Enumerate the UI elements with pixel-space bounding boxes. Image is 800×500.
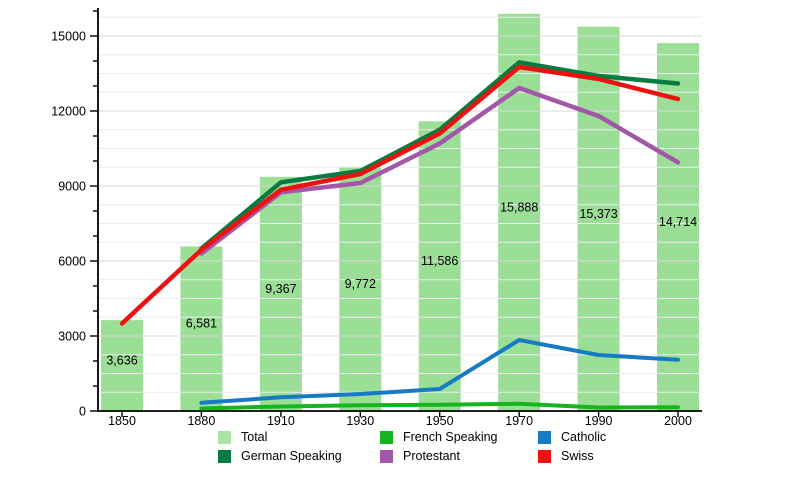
legend-item-swiss: Swiss bbox=[538, 449, 594, 463]
total-bar-1990 bbox=[577, 26, 620, 411]
line-french-speaking bbox=[199, 401, 680, 411]
total-bar-1930 bbox=[339, 166, 382, 411]
protestant-swatch-icon bbox=[380, 449, 393, 463]
french-speaking-swatch-icon bbox=[380, 430, 393, 444]
legend-label-swiss: Swiss bbox=[561, 449, 594, 463]
total-bar-1950 bbox=[418, 121, 461, 412]
total-bar-1880 bbox=[180, 246, 223, 411]
y-axis-tick-label: 9000 bbox=[58, 180, 86, 194]
x-axis-tick-label: 1850 bbox=[108, 414, 136, 428]
bar-value-label: 11,586 bbox=[421, 254, 458, 268]
line-catholic bbox=[199, 338, 680, 405]
y-axis-tick-label: 3000 bbox=[58, 330, 86, 344]
legend-item-german-speaking: German Speaking bbox=[218, 449, 342, 463]
legend-item-total: Total bbox=[218, 430, 267, 444]
bar-value-label: 15,373 bbox=[579, 207, 617, 221]
bar-value-label: 9,772 bbox=[345, 277, 376, 291]
legend-label-catholic: Catholic bbox=[561, 430, 607, 444]
legend-label-protestant: Protestant bbox=[403, 449, 460, 463]
bar-value-label: 9,367 bbox=[265, 282, 296, 296]
bar-value-labels-group: 3,636 6,581 9,367 9,772 11,586 15,888 15,373 14… bbox=[106, 200, 697, 367]
legend-item-protestant: Protestant bbox=[380, 449, 460, 463]
axes-group: 0 3000 6000 9000 12000 15000 1850 1880 1910 1930 1… bbox=[51, 8, 702, 428]
x-axis-tick-label: 1970 bbox=[505, 414, 533, 428]
x-axis-tick-label: 1950 bbox=[426, 414, 454, 428]
legend-item-catholic: Catholic bbox=[538, 430, 606, 444]
x-axis-tick-label: 2000 bbox=[664, 414, 692, 428]
bar-value-label: 14,714 bbox=[659, 215, 697, 229]
total-swatch-icon bbox=[218, 430, 231, 444]
total-bars-group bbox=[101, 13, 699, 412]
y-axis-tick-label: 0 bbox=[79, 405, 86, 419]
y-axis-tick-label: 12000 bbox=[51, 105, 86, 119]
total-bar-1910 bbox=[259, 176, 302, 411]
total-bar-1850 bbox=[101, 320, 143, 411]
y-axis-tick-label: 6000 bbox=[58, 255, 86, 269]
swiss-swatch-icon bbox=[538, 449, 551, 463]
bar-value-label: 15,888 bbox=[500, 200, 538, 214]
x-axis-tick-label: 1990 bbox=[585, 414, 613, 428]
total-bar-2000 bbox=[657, 43, 699, 411]
bar-value-label: 6,581 bbox=[186, 317, 217, 331]
line-swiss bbox=[119, 64, 681, 326]
x-axis-tick-label: 1910 bbox=[267, 414, 295, 428]
legend-label-total: Total bbox=[241, 430, 268, 444]
legend-label-german-speaking: German Speaking bbox=[241, 449, 342, 463]
legend-label-french-speaking: French Speaking bbox=[403, 430, 498, 444]
data-lines-group bbox=[119, 60, 681, 411]
x-axis-tick-label: 1930 bbox=[346, 414, 374, 428]
line-german-speaking bbox=[199, 60, 681, 251]
legend-item-french-speaking: French Speaking bbox=[380, 430, 498, 444]
catholic-swatch-icon bbox=[538, 430, 551, 444]
y-axis-tick-label: 15000 bbox=[51, 30, 86, 44]
gridlines-group bbox=[98, 16, 702, 393]
bar-value-label: 3,636 bbox=[106, 354, 137, 368]
x-axis-tick-label: 1880 bbox=[187, 414, 215, 428]
german-speaking-swatch-icon bbox=[218, 449, 231, 463]
